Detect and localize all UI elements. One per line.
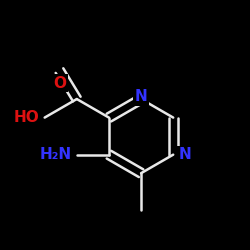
Text: HO: HO	[14, 110, 40, 125]
Text: N: N	[178, 147, 191, 162]
Text: N: N	[135, 89, 147, 104]
Text: H: H	[59, 147, 72, 162]
Text: O: O	[53, 76, 66, 90]
Text: H₂N: H₂N	[40, 147, 72, 162]
